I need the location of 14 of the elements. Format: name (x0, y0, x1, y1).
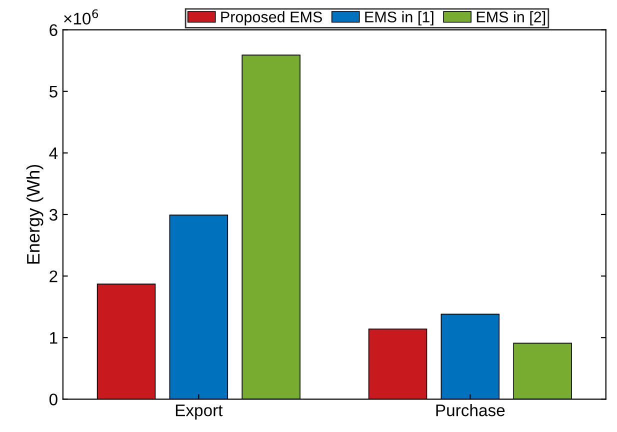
y-tick-label: 0 (49, 394, 58, 406)
y-tick-label: 6 (50, 24, 58, 36)
y-tick-label: 1 (50, 332, 58, 344)
text: ×10$^{6}$ (64, 9, 98, 25)
y-tick-label: 3 (49, 208, 58, 221)
x-tick-label: Purchase (436, 404, 505, 416)
y-tick-label: 4 (49, 148, 58, 159)
legend-label: EMS in [1] (365, 11, 434, 26)
legend-label: Proposed EMS (221, 11, 322, 26)
x-tick-label: Export (176, 404, 223, 420)
y-axis-title: Energy (Wh) (26, 164, 44, 264)
legend-label: EMS in [2] (476, 11, 546, 26)
y-tick-label: 2 (50, 270, 58, 282)
y-tick-label: 5 (49, 86, 58, 98)
